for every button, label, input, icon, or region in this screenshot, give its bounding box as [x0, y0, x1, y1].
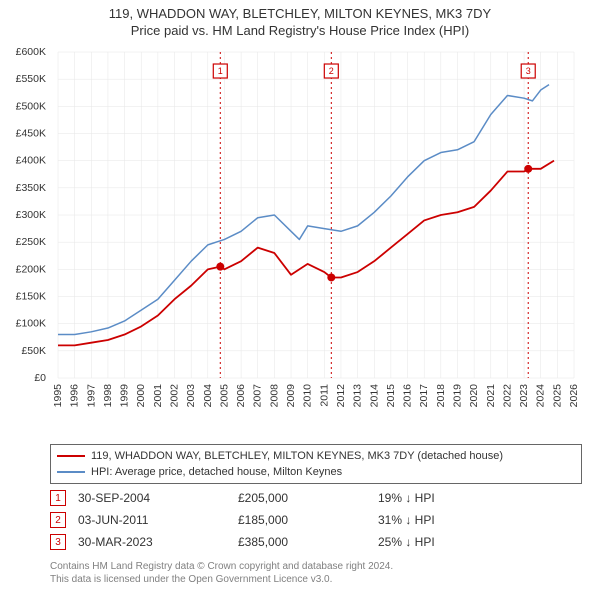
- legend-label: HPI: Average price, detached house, Milt…: [91, 466, 342, 478]
- sale-date: 03-JUN-2011: [78, 513, 238, 527]
- svg-text:2019: 2019: [451, 384, 463, 408]
- legend-swatch: [57, 471, 85, 473]
- svg-text:£450K: £450K: [16, 128, 46, 140]
- chart-subtitle: Price paid vs. HM Land Registry's House …: [0, 23, 600, 38]
- svg-text:2000: 2000: [135, 384, 147, 408]
- sale-badge-num: 3: [55, 537, 61, 548]
- sale-badge: 2: [50, 512, 66, 528]
- sale-badge-num: 1: [55, 493, 61, 504]
- svg-text:£300K: £300K: [16, 209, 46, 221]
- legend-item: 119, WHADDON WAY, BLETCHLEY, MILTON KEYN…: [57, 448, 575, 464]
- svg-text:1995: 1995: [52, 384, 64, 408]
- sale-delta: 25% ↓ HPI: [378, 535, 518, 549]
- svg-text:£0: £0: [34, 372, 46, 384]
- sale-badge: 1: [50, 490, 66, 506]
- legend-item: HPI: Average price, detached house, Milt…: [57, 464, 575, 480]
- legend-label: 119, WHADDON WAY, BLETCHLEY, MILTON KEYN…: [91, 450, 503, 462]
- svg-text:1998: 1998: [102, 384, 114, 408]
- svg-text:£400K: £400K: [16, 155, 46, 167]
- svg-text:2002: 2002: [169, 384, 181, 408]
- svg-text:1996: 1996: [69, 384, 81, 408]
- svg-text:£50K: £50K: [21, 345, 46, 357]
- svg-text:£150K: £150K: [16, 291, 46, 303]
- svg-text:£250K: £250K: [16, 236, 46, 248]
- attribution-line: Contains HM Land Registry data © Crown c…: [50, 560, 582, 573]
- svg-text:2013: 2013: [352, 384, 364, 408]
- y-axis-labels: £0 £50K £100K £150K £200K £250K £300K £350K £400…: [16, 46, 47, 384]
- svg-text:2012: 2012: [335, 384, 347, 408]
- svg-text:2008: 2008: [268, 384, 280, 408]
- svg-text:2023: 2023: [518, 384, 530, 408]
- header: 119, WHADDON WAY, BLETCHLEY, MILTON KEYN…: [0, 0, 600, 38]
- attribution-line: This data is licensed under the Open Gov…: [50, 573, 582, 586]
- svg-text:2003: 2003: [185, 384, 197, 408]
- svg-text:2009: 2009: [285, 384, 297, 408]
- sale-price: £205,000: [238, 491, 378, 505]
- svg-text:2020: 2020: [468, 384, 480, 408]
- svg-text:2014: 2014: [368, 384, 380, 408]
- svg-text:2021: 2021: [485, 384, 497, 408]
- sales-table: 1 30-SEP-2004 £205,000 19% ↓ HPI 2 03-JU…: [50, 490, 582, 550]
- sale-price: £385,000: [238, 535, 378, 549]
- svg-text:2016: 2016: [402, 384, 414, 408]
- svg-text:1999: 1999: [119, 384, 131, 408]
- sale-badge-num: 2: [55, 515, 61, 526]
- svg-text:£200K: £200K: [16, 263, 46, 275]
- sale-date: 30-MAR-2023: [78, 535, 238, 549]
- legend: 119, WHADDON WAY, BLETCHLEY, MILTON KEYN…: [50, 444, 582, 484]
- svg-text:£550K: £550K: [16, 73, 46, 85]
- svg-text:2004: 2004: [202, 384, 214, 408]
- sale-delta: 19% ↓ HPI: [378, 491, 518, 505]
- svg-text:2026: 2026: [568, 384, 580, 408]
- svg-text:2010: 2010: [302, 384, 314, 408]
- sale-delta: 31% ↓ HPI: [378, 513, 518, 527]
- chart-title: 119, WHADDON WAY, BLETCHLEY, MILTON KEYN…: [0, 6, 600, 21]
- svg-text:2018: 2018: [435, 384, 447, 408]
- svg-text:1997: 1997: [85, 384, 97, 408]
- x-axis-labels: 1995 1996 1997 1998 1999 2000 2001 2002 2003 2004…: [52, 384, 580, 408]
- attribution: Contains HM Land Registry data © Crown c…: [50, 560, 582, 586]
- svg-text:2006: 2006: [235, 384, 247, 408]
- svg-text:£600K: £600K: [16, 46, 46, 58]
- plot-svg: £0£50K£100K£150K£200K£250K£300K£350K£400…: [50, 48, 582, 410]
- chart-container: 119, WHADDON WAY, BLETCHLEY, MILTON KEYN…: [0, 0, 600, 590]
- svg-text:£100K: £100K: [16, 318, 46, 330]
- svg-text:2005: 2005: [218, 384, 230, 408]
- svg-text:2017: 2017: [418, 384, 430, 408]
- svg-text:1: 1: [218, 66, 223, 76]
- svg-text:2001: 2001: [152, 384, 164, 408]
- sale-date: 30-SEP-2004: [78, 491, 238, 505]
- svg-text:2022: 2022: [501, 384, 513, 408]
- svg-text:2024: 2024: [535, 384, 547, 408]
- svg-text:2011: 2011: [318, 384, 330, 407]
- svg-text:2007: 2007: [252, 384, 264, 408]
- svg-text:£350K: £350K: [16, 182, 46, 194]
- svg-text:£500K: £500K: [16, 100, 46, 112]
- svg-text:2025: 2025: [551, 384, 563, 408]
- sale-price: £185,000: [238, 513, 378, 527]
- svg-text:2015: 2015: [385, 384, 397, 408]
- legend-swatch: [57, 455, 85, 457]
- svg-text:3: 3: [526, 66, 531, 76]
- svg-text:2: 2: [329, 66, 334, 76]
- sale-badge: 3: [50, 534, 66, 550]
